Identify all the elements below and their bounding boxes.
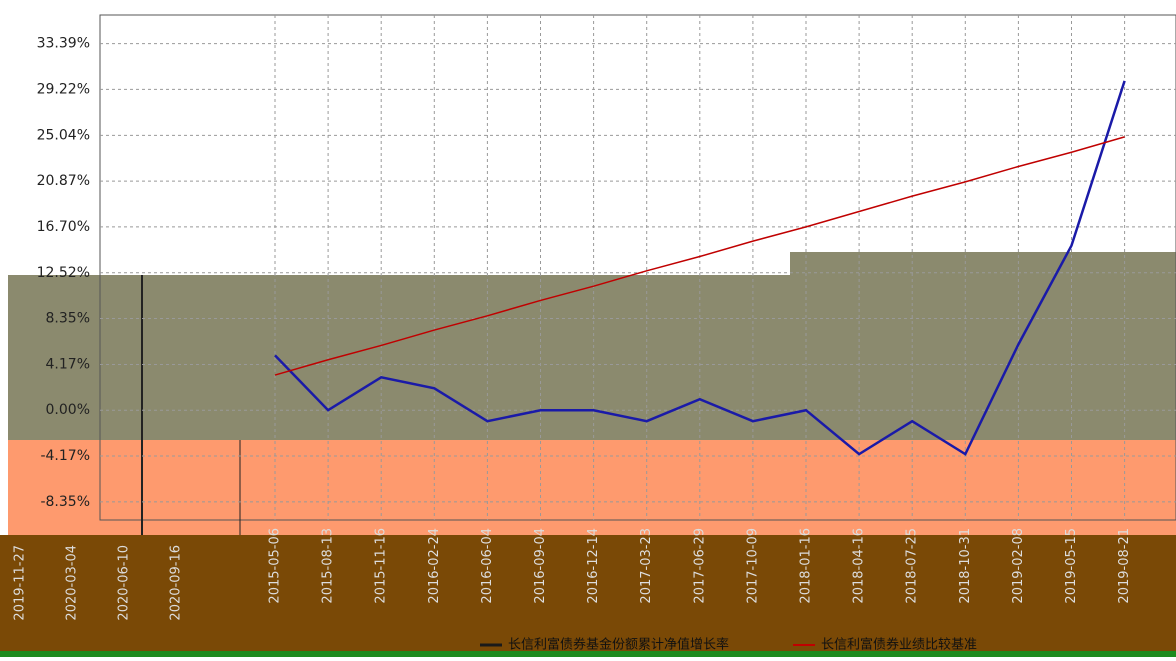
legend-label: 长信利富债券基金份额累计净值增长率 — [508, 637, 729, 653]
x-tick-label: 2019-02-08 — [1011, 528, 1026, 604]
x-tick-label: 2017-10-09 — [745, 528, 760, 604]
overlay-panel — [8, 440, 1176, 535]
x-tick-label: 2016-06-04 — [480, 528, 495, 604]
y-tick-label: 8.35% — [46, 311, 90, 327]
x-tick-label: 2017-03-23 — [639, 528, 654, 604]
y-tick-label: 20.87% — [37, 173, 90, 189]
y-tick-label: -8.35% — [40, 494, 90, 510]
overlay-date: 2020-03-04 — [65, 545, 80, 621]
y-tick-label: 4.17% — [46, 356, 90, 372]
y-tick-label: 16.70% — [37, 219, 90, 235]
y-tick-label: 29.22% — [37, 81, 90, 97]
x-tick-label: 2015-08-13 — [321, 528, 336, 604]
x-tick-label: 2017-06-29 — [692, 528, 707, 604]
y-tick-label: 33.39% — [37, 36, 90, 52]
overlay-panel — [8, 275, 1176, 440]
x-tick-label: 2018-10-31 — [958, 528, 973, 604]
x-tick-label: 2018-07-25 — [905, 528, 920, 604]
y-tick-label: 12.52% — [37, 265, 90, 281]
legend: 长信利富债券基金份额累计净值增长率 长信利富债券业绩比较基准 — [480, 637, 977, 653]
x-tick-label: 2016-09-04 — [533, 528, 548, 604]
x-tick-label: 2015-11-16 — [374, 528, 389, 604]
x-tick-label: 2016-12-14 — [586, 528, 601, 604]
x-tick-label: 2015-05-06 — [268, 528, 283, 604]
x-tick-label: 2016-02-24 — [427, 528, 442, 604]
x-tick-label: 2018-01-16 — [799, 528, 814, 604]
y-tick-label: 0.00% — [46, 402, 90, 418]
x-tick-label: 2018-04-16 — [852, 528, 867, 604]
legend-label: 长信利富债券业绩比较基准 — [821, 637, 977, 653]
overlay-date: 2020-09-16 — [169, 545, 184, 621]
y-tick-label: 25.04% — [37, 127, 90, 143]
x-tick-label: 2019-08-21 — [1117, 528, 1132, 604]
chart: -8.35% -4.17% 0.00% 4.17% 8.35% 12.52% 16.70% 2… — [0, 0, 1176, 657]
y-tick-label: -4.17% — [40, 448, 90, 464]
overlay-date: 2019-11-27 — [13, 545, 28, 621]
overlay-panel — [790, 252, 1176, 282]
x-tick-label: 2019-05-15 — [1064, 528, 1079, 604]
overlay-date: 2020-06-10 — [117, 545, 132, 621]
